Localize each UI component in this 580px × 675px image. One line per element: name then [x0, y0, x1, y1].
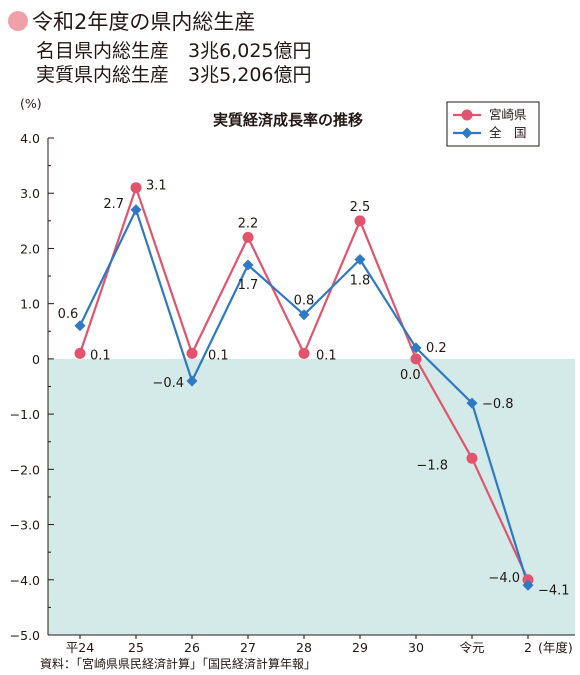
y-tick-label: 3.0 — [20, 186, 40, 201]
y-tick-label: −3.0 — [10, 518, 40, 533]
national-data-label: 0.6 — [58, 307, 79, 322]
x-tick-label: 令元 — [459, 640, 484, 655]
y-tick-label: −5.0 — [10, 628, 40, 643]
x-tick-label: 27 — [240, 640, 256, 655]
x-axis-unit: (年度) — [538, 640, 573, 655]
national-point — [466, 397, 478, 409]
national-data-label: 0.8 — [294, 294, 315, 309]
header: 令和2年度の県内総生産 — [8, 6, 255, 36]
miyazaki-point — [74, 347, 86, 359]
y-tick-label: 1.0 — [20, 297, 40, 312]
y-tick-label: 2.0 — [20, 241, 40, 256]
x-tick-label: 25 — [128, 640, 144, 655]
miyazaki-data-label: 0.0 — [400, 368, 421, 383]
y-tick-label: −2.0 — [10, 462, 40, 477]
national-point — [522, 579, 534, 591]
national-data-label: 1.7 — [238, 278, 259, 293]
national-data-label: 0.2 — [426, 341, 447, 356]
miyazaki-point — [130, 182, 142, 194]
y-tick-label: 4.0 — [20, 131, 40, 146]
miyazaki-data-label: 3.1 — [146, 179, 167, 194]
national-data-label: −4.1 — [538, 583, 570, 598]
national-point — [298, 309, 310, 321]
source-note: 資料：「宮崎県県民経済計算」「国民経済計算年報」 — [40, 656, 316, 671]
negative-region — [48, 358, 575, 635]
legend-marker — [461, 127, 473, 139]
real-gdp-label: 実質県内総生産 — [36, 64, 170, 86]
miyazaki-point — [354, 215, 366, 227]
miyazaki-data-label: 0.1 — [90, 348, 111, 363]
legend-marker — [461, 109, 473, 121]
y-tick-label: 0 — [32, 352, 40, 367]
y-tick-label: −4.0 — [10, 573, 40, 588]
national-point — [354, 253, 366, 265]
nominal-gdp-label: 名目県内総生産 — [36, 40, 170, 62]
y-tick-label: −1.0 — [10, 407, 40, 422]
miyazaki-point — [410, 353, 422, 365]
national-point — [186, 375, 198, 387]
miyazaki-data-label: 0.1 — [316, 348, 337, 363]
national-data-label: −0.8 — [482, 397, 514, 412]
bullet-dot — [8, 11, 28, 31]
x-tick-label: 平24 — [66, 640, 94, 655]
miyazaki-point — [466, 452, 478, 464]
national-data-label: −0.4 — [152, 376, 184, 391]
x-tick-label: 28 — [296, 640, 312, 655]
miyazaki-data-label: 2.5 — [350, 200, 371, 215]
x-tick-label: 2 — [524, 640, 532, 655]
miyazaki-point — [522, 574, 534, 586]
nominal-gdp-value: 3兆6,025億円 — [188, 40, 312, 62]
x-tick-label: 30 — [408, 640, 424, 655]
national-point — [410, 342, 422, 354]
page-title: 令和2年度の県内総生産 — [32, 10, 256, 34]
miyazaki-data-label: 0.1 — [208, 348, 229, 363]
real-gdp-row: 実質県内総生産 3兆5,206億円 — [36, 60, 312, 87]
miyazaki-data-label: −4.0 — [488, 571, 520, 586]
nominal-gdp-row: 名目県内総生産 3兆6,025億円 — [36, 36, 312, 63]
miyazaki-point — [186, 347, 198, 359]
x-tick-label: 26 — [184, 640, 200, 655]
x-tick-label: 29 — [352, 640, 368, 655]
national-point — [74, 320, 86, 332]
national-point — [130, 204, 142, 216]
miyazaki-point — [242, 231, 254, 243]
y-axis-unit: (%) — [20, 96, 42, 111]
miyazaki-data-label: −1.8 — [416, 458, 448, 473]
national-data-label: 1.8 — [350, 273, 371, 288]
national-data-label: 2.7 — [103, 197, 124, 212]
legend-label: 宮崎県 — [489, 107, 527, 122]
national-point — [242, 259, 254, 271]
legend-label: 全 国 — [489, 125, 527, 140]
miyazaki-data-label: 2.2 — [238, 216, 259, 231]
chart-title: 実質経済成長率の推移 — [213, 111, 363, 129]
miyazaki-point — [298, 347, 310, 359]
legend-box — [446, 101, 540, 147]
real-gdp-value: 3兆5,206億円 — [188, 64, 312, 86]
